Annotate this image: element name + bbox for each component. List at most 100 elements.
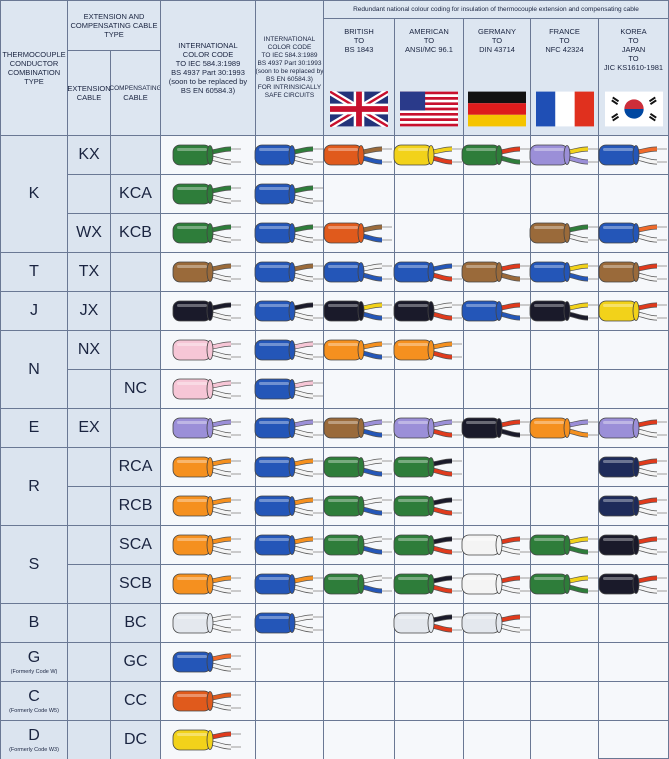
cable [254, 222, 323, 244]
cable-cell [323, 408, 395, 448]
extension-cell [67, 369, 111, 409]
sheath-end [357, 301, 365, 321]
sheath-shine [602, 226, 633, 229]
cable [172, 534, 241, 556]
cable-cell [598, 525, 669, 565]
sheath-shine [258, 577, 289, 580]
cable-cell [160, 369, 256, 409]
cable [529, 261, 598, 283]
header-text: INTERNATIONAL [178, 41, 238, 50]
cable-cell [394, 642, 464, 682]
sheath-end [206, 301, 214, 321]
cable-cell [598, 447, 669, 487]
cable [461, 144, 530, 166]
sheath-shine [177, 265, 207, 268]
cable [172, 417, 241, 439]
wire-tip [312, 460, 323, 475]
cable [172, 378, 241, 400]
sheath-shine [258, 538, 289, 541]
sheath-end [288, 457, 295, 477]
cable-cell [254, 330, 324, 370]
sheath-end [206, 457, 214, 477]
compensating-cell: RCA [110, 447, 161, 487]
cable [598, 222, 667, 244]
cable-cell [394, 720, 464, 759]
header-text: THERMOCOUPLE [2, 50, 66, 59]
header-cell: AMERICAN TO ANSI/MC 96.1 [394, 18, 464, 136]
cable [254, 456, 323, 478]
wire-tip [452, 538, 462, 553]
cable-cell [160, 252, 256, 292]
type-label: T [29, 263, 39, 280]
sheath-end [495, 535, 503, 555]
header-text: TO IEC 584.3:1989 [261, 52, 318, 59]
cable [598, 573, 667, 595]
cable-cell [160, 330, 256, 370]
cable-cell [463, 642, 531, 682]
wire-tip [656, 421, 667, 436]
cable-cell [393, 252, 464, 292]
wire-tip [312, 226, 323, 241]
sheath-shine [466, 577, 496, 580]
header-text: CABLE [123, 93, 148, 102]
header-text: INTERNATIONAL [263, 36, 316, 43]
header-text: AMERICAN [409, 27, 449, 36]
cable [323, 144, 392, 166]
cable-cell [598, 603, 669, 643]
wire-tip [656, 499, 667, 514]
extension-cell: WX [67, 213, 111, 253]
wire-tip [452, 421, 462, 436]
sheath-shine [328, 538, 358, 541]
wire-tip [231, 577, 241, 592]
type-label: R [28, 477, 40, 495]
wire-tip [656, 538, 667, 553]
sheath-shine [533, 421, 564, 424]
sheath-end [427, 262, 435, 282]
compensating-cell: RCB [110, 486, 161, 526]
cable-cell [160, 564, 256, 604]
cable-cell [393, 330, 464, 370]
cable-cell [323, 174, 395, 214]
cable-cell [530, 330, 599, 370]
cable-cell [393, 603, 464, 643]
cable [172, 144, 241, 166]
sheath-shine [602, 460, 633, 463]
cable-cell [529, 291, 599, 331]
compensating-label: CC [123, 692, 148, 709]
sheath-end [495, 145, 503, 165]
sheath-end [427, 613, 435, 633]
cable [598, 456, 667, 478]
sheath-end [206, 496, 214, 516]
header-text: BRITISH [344, 27, 374, 36]
sheath-shine [398, 421, 428, 424]
compensating-cell: DC [110, 720, 161, 759]
cable [461, 261, 530, 283]
cable [461, 417, 530, 439]
cable-cell [461, 252, 531, 292]
sheath-end [495, 301, 503, 321]
cable-cell [323, 369, 395, 409]
cable-cell [160, 408, 256, 448]
cable-cell [461, 408, 531, 448]
wire-tip [520, 304, 530, 319]
cable-cell [393, 408, 464, 448]
cable-cell [529, 252, 599, 292]
wire-tip [312, 616, 323, 631]
compensating-label: GC [123, 653, 148, 670]
cable-cell [394, 369, 464, 409]
cable-cell [529, 213, 599, 253]
sheath-shine [177, 304, 207, 307]
cable-cell [530, 720, 599, 759]
wire-tip [587, 148, 598, 163]
cable [172, 261, 241, 283]
sheath-shine [533, 226, 564, 229]
cable-cell [323, 252, 395, 292]
cable-cell [598, 408, 669, 448]
type-note: (Formerly Code W3) [9, 747, 59, 753]
wire-tip [231, 421, 241, 436]
wire-tip [382, 460, 392, 475]
compensating-label: DC [123, 731, 148, 748]
type-label: S [28, 555, 40, 573]
cable [393, 612, 462, 634]
